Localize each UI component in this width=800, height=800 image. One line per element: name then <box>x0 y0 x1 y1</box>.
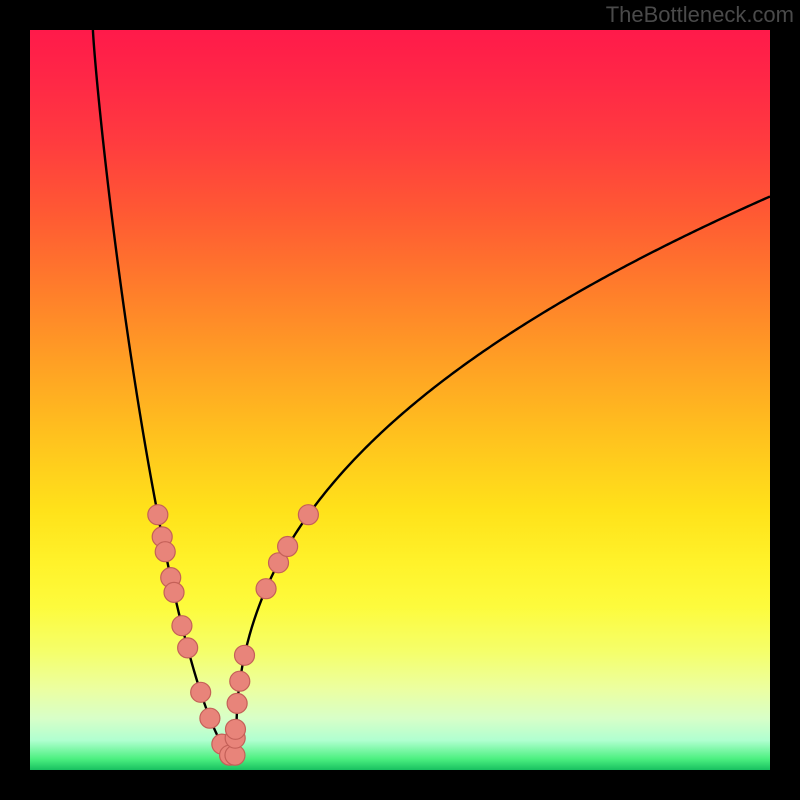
data-marker <box>172 616 192 636</box>
data-marker <box>191 682 211 702</box>
data-marker <box>298 505 318 525</box>
gradient-background <box>30 30 770 770</box>
data-marker <box>178 638 198 658</box>
data-marker <box>235 645 255 665</box>
data-marker <box>256 579 276 599</box>
chart-svg <box>30 30 770 770</box>
watermark-text: TheBottleneck.com <box>606 2 794 28</box>
data-marker <box>148 505 168 525</box>
data-marker <box>278 537 298 557</box>
data-marker <box>230 671 250 691</box>
chart-container: TheBottleneck.com <box>0 0 800 800</box>
data-marker <box>164 582 184 602</box>
plot-area <box>30 30 770 770</box>
data-marker <box>225 719 245 739</box>
data-marker <box>227 693 247 713</box>
data-marker <box>200 708 220 728</box>
data-marker <box>155 542 175 562</box>
